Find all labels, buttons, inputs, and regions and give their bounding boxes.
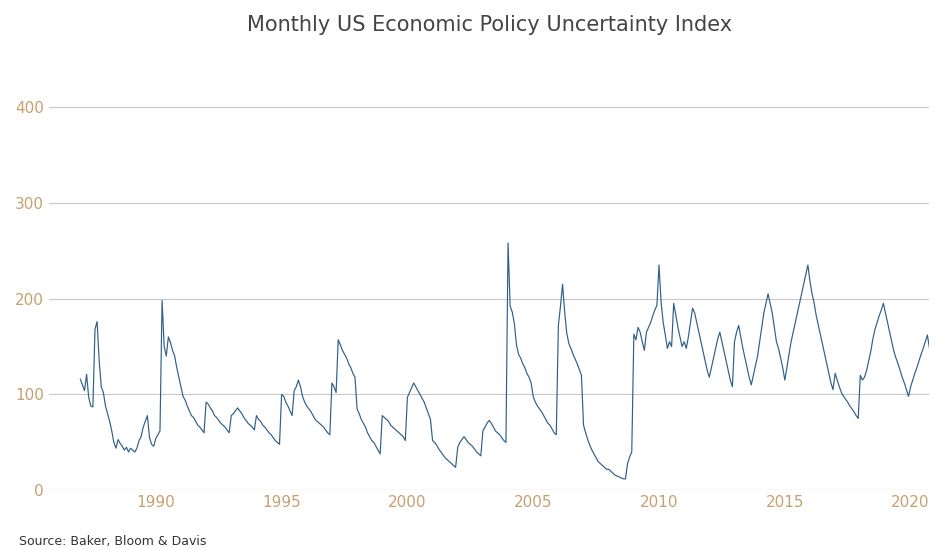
Text: Source: Baker, Bloom & Davis: Source: Baker, Bloom & Davis [19,535,207,547]
Title: Monthly US Economic Policy Uncertainty Index: Monthly US Economic Policy Uncertainty I… [246,15,732,35]
